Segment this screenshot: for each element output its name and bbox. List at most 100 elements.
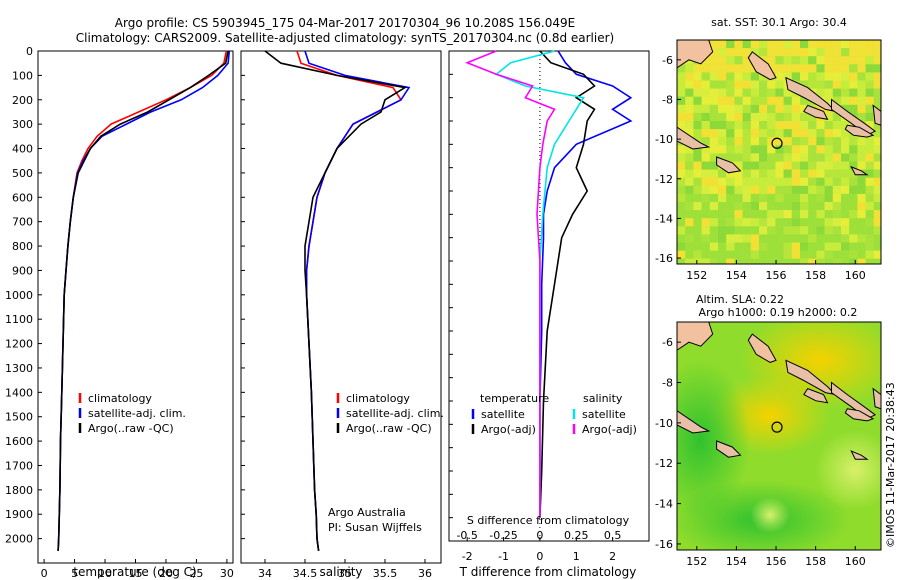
sla-pale-spot: [750, 497, 790, 533]
sst-cell: [693, 202, 702, 211]
salinity-diff-legend-item: Argo(-adj): [582, 423, 637, 436]
sst-cell: [742, 40, 751, 49]
salinity-tick-label: 35.5: [373, 567, 398, 580]
sst-cell: [742, 242, 751, 251]
sst-cell: [791, 153, 801, 162]
sst-cell: [841, 80, 850, 89]
sst-cell: [767, 177, 776, 186]
sst-cell: [800, 250, 809, 259]
sst-cell: [832, 56, 842, 65]
sst-cell: [685, 210, 694, 219]
sst-cell: [808, 226, 817, 235]
sst-cell: [865, 234, 874, 243]
island-10: [850, 450, 869, 460]
sst-cell: [808, 80, 817, 89]
sst-cell: [841, 121, 850, 130]
sst-cell: [808, 202, 817, 211]
sst-cell: [734, 121, 743, 130]
salinity-tick-label: 34.5: [293, 567, 318, 580]
sst-cell: [873, 96, 881, 105]
sst-cell: [726, 193, 735, 203]
sst-cell: [726, 234, 735, 243]
sst-cell: [734, 250, 743, 259]
sst-cell: [816, 56, 825, 65]
sst-cell: [791, 193, 801, 203]
depth-tick-label: 100: [12, 69, 33, 82]
sst-cell: [808, 242, 817, 251]
sst-cell: [775, 96, 784, 105]
sst-cell: [718, 234, 727, 243]
sst-cell: [767, 48, 776, 57]
sst-cell: [718, 185, 727, 194]
sst-cell: [849, 202, 858, 211]
salinity-series: [264, 50, 411, 551]
sst-cell: [759, 193, 768, 203]
salinity-tick-label: 34: [258, 567, 272, 580]
sst-cell: [832, 161, 842, 170]
sst-cell: [857, 185, 866, 194]
depth-tick-label: 1600: [5, 435, 33, 448]
sst-cell: [865, 40, 874, 49]
island-9: [716, 440, 742, 458]
sst-cell: [685, 64, 694, 73]
sst-cell: [742, 234, 751, 243]
sst-cell: [775, 112, 784, 122]
depth-tick-label: 900: [12, 264, 33, 277]
temperature-axis: 0 5 10 15 20 25 30: [41, 559, 234, 580]
sst-cell: [767, 153, 776, 162]
latitude-tick-label: -14: [655, 212, 673, 225]
sst-cell: [701, 121, 710, 130]
sst-cell: [832, 72, 842, 81]
sst-cell: [857, 137, 866, 146]
temperature-axis-label: temperature (deg C): [73, 565, 196, 579]
sst-cell: [750, 218, 760, 227]
latitude-tick-label: -12: [655, 173, 673, 186]
sst-cell: [783, 202, 792, 211]
sst-cell: [701, 169, 710, 178]
sst-cell: [718, 242, 727, 251]
sst-cell: [791, 210, 801, 219]
sst-cell: [750, 193, 760, 203]
sst-cell: [824, 80, 833, 89]
sst-cell: [701, 56, 710, 65]
sst-cell: [791, 177, 801, 186]
sst-cell: [808, 258, 817, 264]
sst-cell: [841, 250, 850, 259]
sst-cell: [685, 242, 694, 251]
sst-cell: [791, 48, 801, 57]
temperature-series: [57, 50, 231, 551]
sst-cell: [808, 153, 817, 162]
sst-cell: [865, 56, 874, 65]
sst-cell: [857, 234, 866, 243]
sst-cell: [750, 161, 760, 170]
sst-cell: [816, 169, 825, 178]
sst-cell: [849, 96, 858, 105]
sst-cell: [873, 250, 881, 259]
sst-cell: [709, 193, 719, 203]
latitude-tick-label: -8: [662, 93, 673, 106]
sst-cell: [800, 112, 809, 122]
t-difference-tick-label: 0: [536, 550, 543, 563]
temperature-line-argo: [57, 50, 229, 551]
sst-cell: [857, 153, 866, 162]
sst-cell: [685, 193, 694, 203]
sst-cell: [832, 234, 842, 243]
sst-cell: [685, 218, 694, 227]
sst-cell: [734, 218, 743, 227]
sst-map-frame: [676, 39, 882, 265]
sst-cell: [873, 258, 881, 264]
sst-cell: [759, 210, 768, 219]
latitude-tick-label: -16: [655, 538, 673, 551]
sst-cell: [816, 193, 825, 203]
sst-cell: [677, 226, 686, 235]
sst-cell: [726, 48, 735, 57]
sst-cell: [750, 234, 760, 243]
sst-cell: [709, 145, 719, 154]
sla-argo-position-marker: [771, 421, 783, 433]
sst-cell: [734, 80, 743, 89]
sst-cell: [865, 161, 874, 170]
sst-cell: [750, 145, 760, 154]
salinity-diff-legend-item: satellite: [582, 408, 626, 421]
sst-cell: [791, 242, 801, 251]
sst-cell: [726, 218, 735, 227]
